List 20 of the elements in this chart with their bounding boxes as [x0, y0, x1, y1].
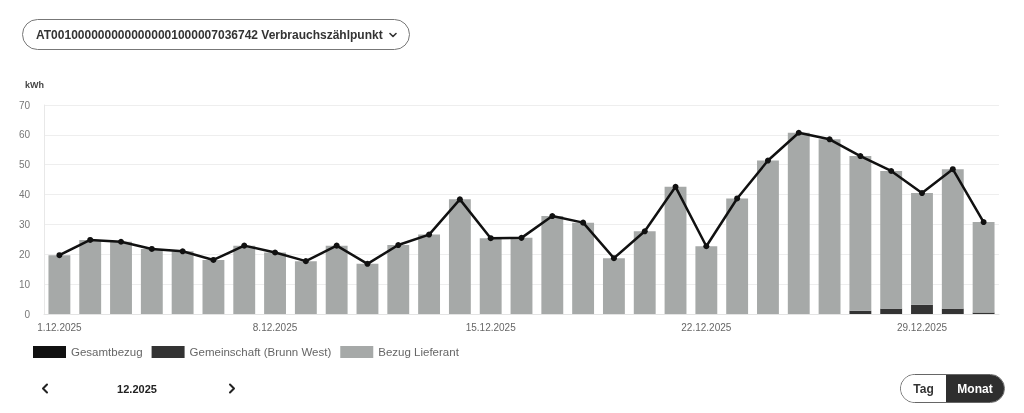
chart-title: AT0010000000000000001000007036742 Verbrauchszählpunkt [36, 27, 383, 42]
y-tick-label: 10 [18, 278, 31, 290]
toggle-switch: Tag Monat [900, 374, 1005, 403]
y-tick-label: 60 [18, 129, 31, 141]
y-axis-title: kWh [25, 79, 44, 90]
x-tick-label: 22.12.2025 [681, 321, 732, 333]
y-tick-label: 70 [18, 99, 31, 111]
legend-label: Bezug Lieferant [378, 346, 460, 358]
x-tick-label: 15.12.2025 [465, 321, 517, 333]
y-tick-label: 20 [18, 248, 31, 260]
x-tick-label: 8.12.2025 [252, 321, 298, 333]
y-tick-label: 50 [18, 159, 31, 171]
y-tick-label: 40 [18, 189, 31, 201]
x-tick-label: 29.12.2025 [896, 321, 948, 333]
y-tick-label: 0 [24, 308, 31, 320]
text: 12.2025 [116, 383, 158, 395]
legend-label: Gemeinschaft (Brunn West) [189, 346, 332, 358]
legend-label: Gesamtbezug [71, 346, 143, 358]
x-tick-label: 1.12.2025 [37, 321, 83, 333]
y-tick-label: 30 [18, 218, 31, 230]
